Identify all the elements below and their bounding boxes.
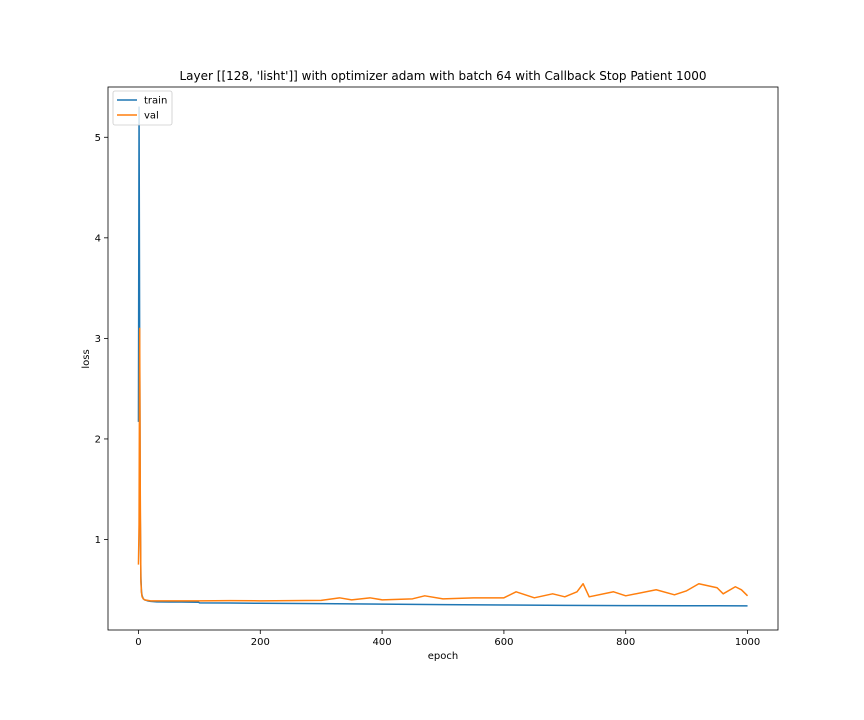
x-tick-label: 600 <box>494 637 513 648</box>
y-axis-label: loss <box>81 349 92 368</box>
x-tick-label: 200 <box>251 637 270 648</box>
y-tick-label: 5 <box>95 133 101 144</box>
y-tick-label: 3 <box>95 334 101 345</box>
x-tick-label: 400 <box>373 637 392 648</box>
series-line-val <box>137 327 749 602</box>
y-tick-label: 2 <box>95 434 101 445</box>
plot-frame <box>107 86 779 631</box>
x-tick-label: 0 <box>135 637 141 648</box>
legend-label-val: val <box>144 111 159 122</box>
x-tick-label: 1000 <box>735 637 760 648</box>
plot-area: 0 200 400 600 800 1000 1 2 3 4 5 train val <box>95 86 779 648</box>
legend: train val <box>112 90 173 126</box>
chart-title: Layer [[128, 'lisht']] with optimizer ad… <box>179 69 706 83</box>
y-tick-label: 1 <box>95 535 101 546</box>
x-tick-label: 800 <box>616 637 635 648</box>
x-axis-label: epoch <box>428 651 458 662</box>
legend-label-train: train <box>144 96 167 107</box>
y-tick-label: 4 <box>95 233 101 244</box>
